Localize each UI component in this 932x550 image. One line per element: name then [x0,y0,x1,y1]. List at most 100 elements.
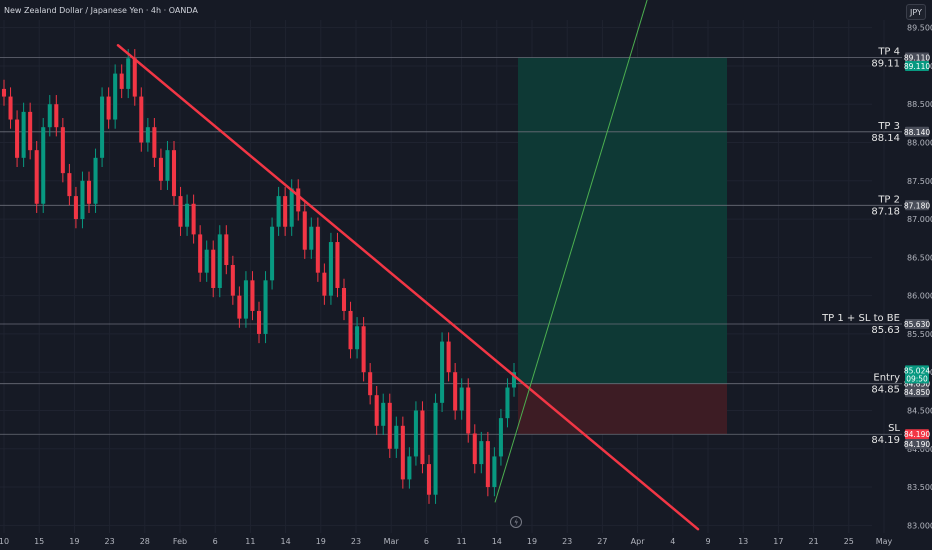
trendlines [116,0,700,531]
projection-line[interactable] [494,0,648,503]
candle-body [237,295,242,319]
x-tick-label: 14 [492,537,502,546]
candles [1,49,517,504]
candle-body [322,272,327,296]
extra-badge: 84.850 [904,388,930,397]
level-value: 84.19 [871,435,900,446]
y-tick-label: 87.500 [907,177,932,186]
candle-body [86,180,92,204]
x-tick-label: 6 [213,537,218,546]
level-badge: 84.190 [904,430,930,439]
candle-body [302,211,307,250]
level-value: 85.63 [871,325,900,336]
x-tick-label: 14 [281,537,291,546]
x-tick-label: 10 [0,537,9,546]
level-badge: 85.630 [904,320,930,329]
candle-body [381,402,386,426]
x-tick-label: 21 [809,537,819,546]
candle-body [250,280,255,311]
down-trendline[interactable] [116,44,700,531]
level-value: 87.18 [871,206,900,217]
price-levels [0,57,902,435]
level-badge-bg [905,52,929,63]
candle-body [433,402,438,495]
candle-body [100,96,105,158]
level-name: TP 3 [877,121,900,132]
extra-badge: 09:50 [906,374,928,383]
x-tick-label: 11 [245,537,255,546]
candle-body [400,425,405,480]
extra-badge: 85.024 [904,366,930,375]
candle-body [440,341,445,403]
candle-body [139,96,144,143]
y-tick-label: 85.500 [907,330,932,339]
stop-zone[interactable] [518,383,727,435]
level-name: SL [888,423,900,434]
level-labels: TP 489.11 TP 388.14 TP 287.18 TP 1 + SL to … [821,47,900,447]
x-tick-label: May [876,537,893,546]
candle-body [256,310,262,334]
candle-body [1,88,7,97]
extra-badge-bg [905,387,929,398]
x-tick-label: 23 [105,537,115,546]
extra-badge-bg [905,439,929,450]
candle-body [80,180,85,220]
candle-body [34,150,39,204]
candle-body [498,418,503,457]
x-tick-label: 4 [670,537,675,546]
candle-body [459,387,464,411]
x-tick-label: 23 [562,537,572,546]
level-name: TP 2 [877,194,900,205]
candle-body [492,456,497,488]
bolt-icon[interactable] [510,516,522,528]
candle-body [479,441,484,465]
level-badge-bg [905,318,929,329]
candle-body [296,188,301,212]
candle-body [67,173,72,197]
target-zone[interactable] [518,57,727,384]
candle-body [276,196,281,227]
chart-title: New Zealand Dollar / Japanese Yen · 4h ·… [4,6,198,15]
candle-body [47,104,52,128]
candle-body [119,73,124,89]
y-tick-label: 87.000 [907,215,932,224]
x-tick-label: 19 [316,537,326,546]
candle-body [374,395,379,426]
candle-body [446,341,451,373]
level-badge: 89.110 [904,54,930,63]
candle-body [113,73,118,120]
candle-body [126,58,131,89]
candle-body [387,402,392,449]
candle-body [54,104,59,128]
y-tick-label: 88.000 [907,139,932,148]
x-tick-label: 13 [738,537,748,546]
candle-body [93,157,98,204]
candle-body [361,326,366,373]
y-tick-label: 84.500 [907,406,932,415]
candle-body [472,433,477,465]
candle-body [263,280,268,334]
extra-badge: 89.110 [904,62,930,71]
level-name: Entry [873,373,900,384]
candle-body [211,249,216,288]
x-tick-label: 15 [34,537,44,546]
candle-body [270,226,275,281]
candle-body [106,96,111,120]
level-value: 84.85 [871,385,900,396]
candle-body [485,441,490,488]
candle-body [230,265,235,296]
x-tick-label: 23 [351,537,361,546]
level-name: TP 4 [877,47,900,58]
candle-body [243,280,248,319]
candle-body [60,127,65,174]
y-tick-label: 89.500 [907,24,932,33]
extra-badge-bg [905,365,929,376]
candle-body [224,234,229,266]
currency-button[interactable]: JPY [906,4,926,20]
candle-body [341,287,347,311]
level-badge: 84.850 [904,380,930,389]
candle-body [15,119,20,158]
candle-body [511,372,517,388]
